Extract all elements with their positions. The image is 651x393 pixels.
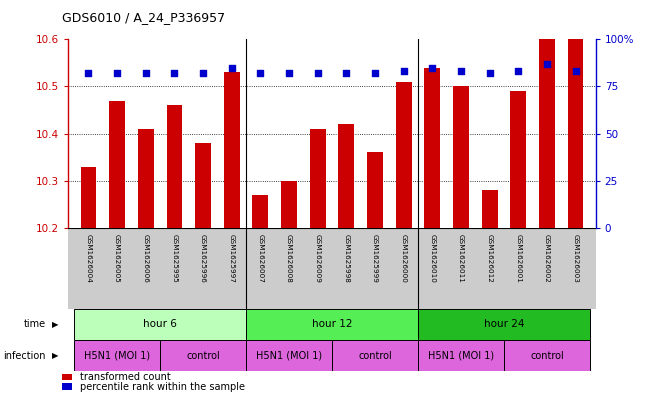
Text: H5N1 (MOI 1): H5N1 (MOI 1) [428,351,494,361]
Text: GSM1626009: GSM1626009 [314,234,321,283]
Text: GSM1625995: GSM1625995 [171,234,177,283]
Point [513,68,523,75]
Point [484,70,495,76]
Point [398,68,409,75]
Text: GSM1625998: GSM1625998 [343,234,350,283]
Text: GSM1626008: GSM1626008 [286,234,292,283]
Bar [109,101,125,228]
Bar [195,143,211,228]
Text: control: control [358,351,392,361]
Bar [339,124,354,228]
Text: percentile rank within the sample: percentile rank within the sample [80,382,245,392]
Text: hour 12: hour 12 [312,319,352,329]
Point [456,68,466,75]
Text: control: control [186,351,220,361]
Bar [504,340,590,371]
Bar [224,72,240,228]
Text: GSM1626000: GSM1626000 [400,234,407,283]
Text: GSM1626003: GSM1626003 [573,234,579,283]
Bar [424,68,440,228]
Bar [510,91,526,228]
Point [370,70,380,76]
Text: H5N1 (MOI 1): H5N1 (MOI 1) [256,351,322,361]
Text: GSM1625996: GSM1625996 [200,234,206,283]
Text: GSM1625999: GSM1625999 [372,234,378,283]
Point [169,70,180,76]
Point [312,70,323,76]
Text: GSM1626010: GSM1626010 [429,234,436,283]
Bar [246,309,418,340]
Text: transformed count: transformed count [80,372,171,382]
Bar [253,195,268,228]
Text: H5N1 (MOI 1): H5N1 (MOI 1) [84,351,150,361]
Point [255,70,266,76]
Point [542,61,552,67]
Bar [160,340,246,371]
Text: time: time [23,319,46,329]
Text: infection: infection [3,351,46,361]
Text: control: control [530,351,564,361]
Bar [74,340,160,371]
Bar [396,82,411,228]
Bar [138,129,154,228]
Bar [453,86,469,228]
Bar [418,309,590,340]
Bar [81,167,96,228]
Bar [74,309,246,340]
Point [427,64,437,71]
Text: GDS6010 / A_24_P336957: GDS6010 / A_24_P336957 [62,11,225,24]
Text: GSM1626002: GSM1626002 [544,234,550,283]
Text: GSM1626001: GSM1626001 [516,234,521,283]
Point [112,70,122,76]
Bar [62,384,72,390]
Bar [167,105,182,228]
Point [284,70,294,76]
Text: GSM1625997: GSM1625997 [229,234,235,283]
Text: hour 24: hour 24 [484,319,524,329]
Point [141,70,151,76]
Text: ▶: ▶ [52,320,59,329]
Bar [310,129,326,228]
Bar [281,181,297,228]
Point [227,64,237,71]
Bar [367,152,383,228]
Bar [568,39,583,228]
Text: GSM1626007: GSM1626007 [257,234,264,283]
Bar [246,340,332,371]
Point [570,68,581,75]
Text: GSM1626004: GSM1626004 [85,234,91,283]
Point [341,70,352,76]
Bar [62,373,72,380]
Text: GSM1626005: GSM1626005 [114,234,120,283]
Text: hour 6: hour 6 [143,319,177,329]
Bar [482,190,497,228]
Point [83,70,94,76]
Text: GSM1626012: GSM1626012 [487,234,493,283]
Bar [332,340,418,371]
Text: GSM1626011: GSM1626011 [458,234,464,283]
Point [198,70,208,76]
Text: GSM1626006: GSM1626006 [143,234,148,283]
Bar [418,340,504,371]
Bar [539,39,555,228]
Text: ▶: ▶ [52,351,59,360]
